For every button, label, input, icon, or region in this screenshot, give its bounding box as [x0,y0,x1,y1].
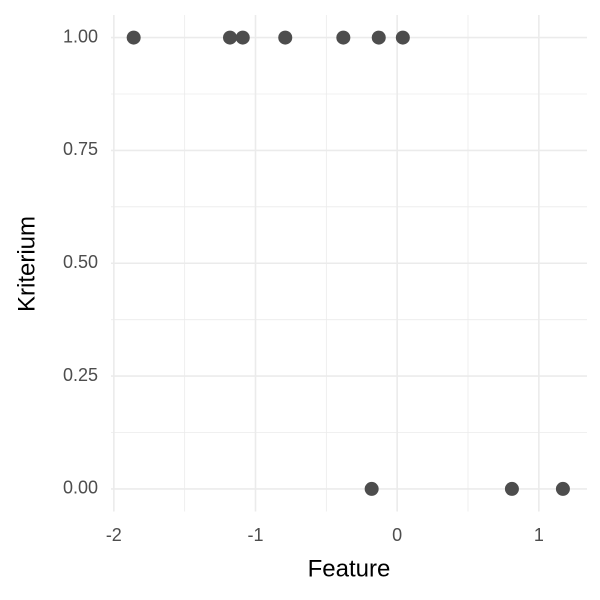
x-axis-title: Feature [308,555,391,582]
point [278,30,293,45]
point [395,30,410,45]
y-tick-label: 0.75 [63,139,98,159]
point [126,30,141,45]
x-tick-label: 1 [534,525,544,545]
point [504,481,519,496]
y-axis-title: Kriterium [13,216,40,312]
x-tick-label: -1 [247,525,263,545]
y-tick-label: 1.00 [63,26,98,46]
point [371,30,386,45]
point [223,30,237,45]
x-tick-label: 0 [392,525,402,545]
point [364,481,379,496]
y-tick-label: 0.25 [63,365,98,385]
point [555,481,570,496]
x-tick-label: -2 [106,525,122,545]
point [235,30,250,45]
y-tick-label: 0.00 [63,478,98,498]
y-tick-label: 0.50 [63,252,98,272]
point [336,30,351,45]
